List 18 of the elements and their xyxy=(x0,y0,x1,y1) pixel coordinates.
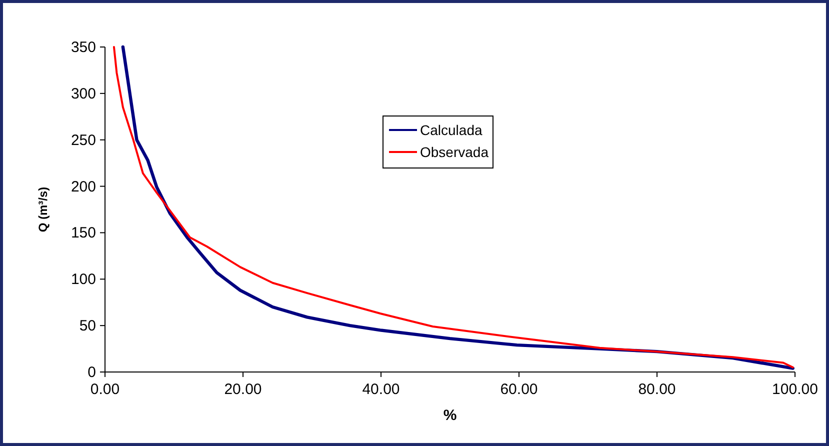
y-tick-label: 0 xyxy=(88,364,96,381)
y-tick-label: 150 xyxy=(70,224,96,242)
x-tick-label: 60.00 xyxy=(500,381,538,398)
x-tick-label: 100.00 xyxy=(772,381,818,398)
y-tick-label: 300 xyxy=(70,85,96,102)
y-axis-title: Q (m³/s) xyxy=(36,186,50,232)
x-tick-label: 0.00 xyxy=(90,381,120,398)
y-tick-label: 100 xyxy=(70,271,96,288)
x-axis-title: % xyxy=(443,407,457,424)
y-tick-label: 50 xyxy=(79,318,96,335)
y-tick-label: 200 xyxy=(70,178,96,196)
x-tick-label: 20.00 xyxy=(224,381,262,398)
x-tick-label: 40.00 xyxy=(362,381,400,398)
legend-label: Calculada xyxy=(420,122,482,138)
y-tick-label: 250 xyxy=(70,132,96,149)
x-tick-label: 80.00 xyxy=(638,381,676,398)
legend-label: Observada xyxy=(420,144,489,160)
y-tick-label: 350 xyxy=(70,39,96,56)
